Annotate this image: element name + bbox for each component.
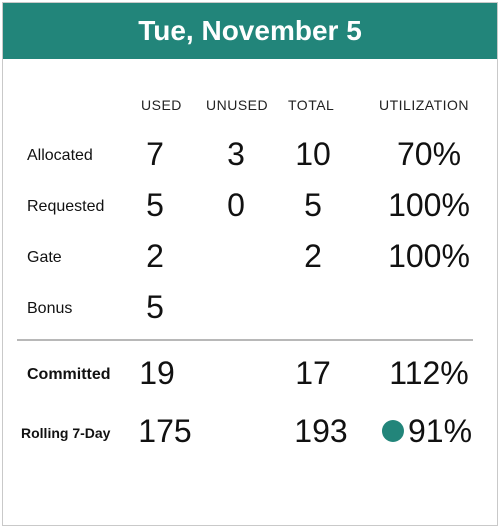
date-title: Tue, November 5 xyxy=(138,15,362,46)
requested-total-value: 5 xyxy=(304,187,322,223)
rolling-total-value: 193 xyxy=(294,413,348,449)
rolling-utilization-value: 91% xyxy=(407,413,473,449)
gate-used-value: 2 xyxy=(146,238,164,274)
gate-utilization-value: 100% xyxy=(388,238,470,274)
allocated-total-value: 10 xyxy=(295,136,331,172)
summary-divider xyxy=(17,339,473,341)
requested-utilization-value: 100% xyxy=(388,187,470,223)
requested-unused-value: 0 xyxy=(227,187,245,223)
rolling-utilization-cell: 91% xyxy=(381,413,473,450)
allocated-utilization-value: 70% xyxy=(396,136,462,172)
daily-utilization-card: Tue, November 5 USED UNUSED TOTAL UTILIZ… xyxy=(2,2,498,526)
row-label-gate: Gate xyxy=(27,249,62,266)
gate-total-value: 2 xyxy=(304,238,322,274)
row-label-allocated: Allocated xyxy=(27,147,93,164)
row-label-committed: Committed xyxy=(27,366,111,383)
allocated-used-value: 7 xyxy=(146,136,164,172)
requested-used-value: 5 xyxy=(146,187,164,223)
allocated-unused-value: 3 xyxy=(227,136,245,172)
column-header-total: TOTAL xyxy=(288,97,335,113)
committed-total-value: 17 xyxy=(295,355,331,391)
row-label-bonus: Bonus xyxy=(27,300,73,317)
column-header-used: USED xyxy=(141,97,182,113)
row-label-requested: Requested xyxy=(27,198,105,215)
rolling-used-value: 175 xyxy=(138,413,192,449)
column-header-utilization: UTILIZATION xyxy=(379,97,470,113)
committed-utilization-value: 112% xyxy=(389,355,469,391)
date-header: Tue, November 5 xyxy=(3,3,497,59)
row-label-rolling-7-day: Rolling 7-Day xyxy=(21,425,111,441)
bonus-used-value: 5 xyxy=(146,289,164,325)
status-dot-icon xyxy=(381,419,404,442)
column-header-unused: UNUSED xyxy=(206,97,269,113)
committed-used-value: 19 xyxy=(139,355,175,391)
